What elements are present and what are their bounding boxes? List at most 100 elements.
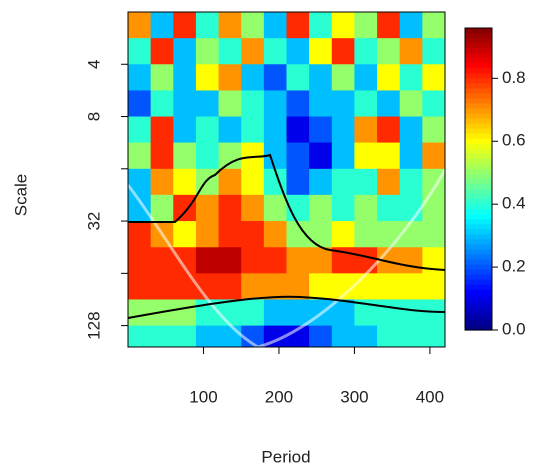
colorbar-swatch: [465, 179, 492, 185]
colorbar-swatch: [465, 133, 492, 140]
heat-cell: [309, 12, 333, 39]
colorbar-swatch: [465, 48, 492, 54]
colorbar-swatch: [465, 83, 492, 89]
heat-cell: [150, 64, 174, 91]
colorbar-swatch: [465, 309, 492, 316]
heat-cell: [422, 12, 446, 39]
colorbar-swatch: [465, 28, 492, 34]
heat-cell: [263, 221, 287, 248]
heat-cell: [331, 273, 355, 300]
heat-cell: [331, 38, 355, 65]
colorbar-swatch: [465, 284, 492, 291]
heat-cell: [354, 90, 378, 118]
heat-cell: [128, 221, 152, 248]
heat-cell: [173, 299, 197, 327]
heat-cell: [173, 116, 197, 144]
heat-cell: [128, 12, 152, 39]
heat-cell: [195, 194, 220, 222]
colorbar-swatch: [465, 324, 492, 331]
colorbar-swatch: [465, 249, 492, 256]
heat-cell: [195, 90, 220, 118]
heat-cell: [331, 325, 355, 348]
colorbar-swatch: [465, 148, 492, 155]
heat-cell: [263, 38, 287, 65]
heat-cell: [399, 90, 423, 118]
heat-cell: [128, 299, 152, 327]
heat-cell: [263, 64, 287, 91]
heat-cell: [331, 194, 355, 222]
colorbar-swatch: [465, 319, 492, 326]
heat-cell: [150, 273, 174, 300]
heat-cell: [399, 142, 423, 170]
heat-cell: [263, 273, 287, 300]
heat-cell: [309, 116, 333, 144]
heat-cell: [195, 116, 220, 144]
colorbar-swatch: [465, 78, 492, 84]
heat-cell: [150, 38, 174, 65]
heat-cell: [286, 90, 310, 118]
heat-cell: [128, 38, 152, 65]
heat-cell: [241, 325, 265, 348]
colorbar-swatch: [465, 158, 492, 165]
heat-cell: [128, 273, 152, 300]
heat-cell: [218, 194, 242, 222]
x-axis-label: Period: [261, 447, 310, 466]
heat-cell: [354, 168, 378, 196]
heat-cell: [399, 273, 423, 300]
heat-cell: [377, 116, 401, 144]
y-tick-label: 32: [84, 212, 103, 231]
heat-cell: [241, 90, 265, 118]
colorbar-swatch: [465, 53, 492, 59]
heat-cell: [354, 64, 378, 91]
heat-cell: [286, 64, 310, 91]
heat-cell: [354, 116, 378, 144]
colorbar-swatch: [465, 259, 492, 266]
colorbar-swatch: [465, 43, 492, 49]
heat-cell: [422, 325, 446, 348]
heat-cell: [195, 247, 220, 274]
colorbar-swatch: [465, 123, 492, 130]
heat-cell: [422, 273, 446, 300]
heat-cell: [150, 90, 174, 118]
heat-cell: [195, 38, 220, 65]
heat-cell: [354, 221, 378, 248]
heat-cell: [241, 273, 265, 300]
colorbar-swatch: [465, 63, 492, 69]
heat-cell: [309, 194, 333, 222]
heat-cell: [263, 194, 287, 222]
colorbar-swatch: [465, 234, 492, 240]
contour: [128, 153, 446, 271]
colorbar-swatch: [465, 244, 492, 251]
heat-cell: [150, 12, 174, 39]
colorbar-swatch: [465, 274, 492, 281]
heat-cell: [354, 194, 378, 222]
heat-cell: [128, 116, 152, 144]
colorbar-swatch: [465, 219, 492, 225]
heat-cell: [377, 64, 401, 91]
heat-cell: [377, 221, 401, 248]
heat-cell: [218, 90, 242, 118]
heat-cell: [422, 194, 446, 222]
colorbar-swatch: [465, 108, 492, 115]
heat-cell: [354, 142, 378, 170]
heat-cell: [354, 12, 378, 39]
heat-cell: [173, 64, 197, 91]
colorbar-swatch: [465, 299, 492, 306]
heat-cell: [263, 247, 287, 274]
heat-cell: [218, 64, 242, 91]
heat-cell: [241, 12, 265, 39]
y-tick-label: 4: [84, 60, 103, 69]
heat-cell: [309, 273, 333, 300]
colorbar-swatch: [465, 98, 492, 105]
heat-cell: [422, 142, 446, 170]
heat-cell: [422, 64, 446, 91]
heat-cell: [150, 168, 174, 196]
heat-cell: [241, 38, 265, 65]
colorbar-swatch: [465, 73, 492, 79]
heat-cell: [331, 168, 355, 196]
heat-cell: [377, 168, 401, 196]
colorbar-swatch: [465, 68, 492, 74]
heat-cell: [173, 142, 197, 170]
x-tick-label: 200: [265, 387, 293, 406]
